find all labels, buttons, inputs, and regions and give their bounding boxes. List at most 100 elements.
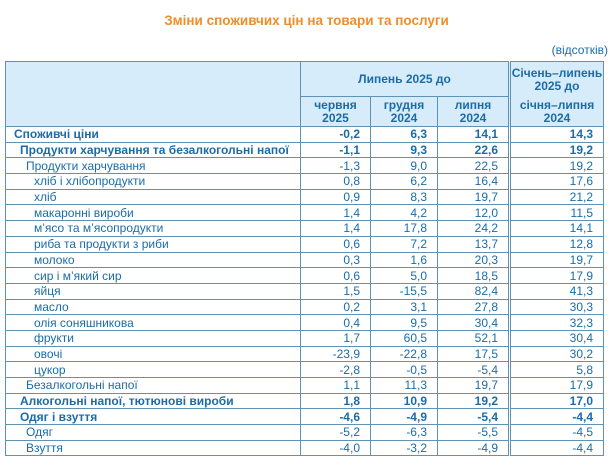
- value-cell: -5,2: [300, 424, 371, 441]
- table-row: Споживчі ціни -0,2 6,3 14,1 14,3: [5, 126, 605, 143]
- value-cell: -4,4: [508, 408, 605, 426]
- header-jan-july-sub: січня–липня 2024: [519, 97, 595, 125]
- table-row: Безалкогольні напої 1,1 11,3 19,7 17,9: [5, 377, 605, 394]
- row-label: Одяг і взуття: [5, 408, 301, 426]
- consumer-price-table: Липень 2025 до Січень–липень 2025 до січ…: [5, 60, 605, 457]
- value-cell: 1,6: [370, 251, 438, 269]
- row-label: овочі: [5, 345, 301, 363]
- value-cell: 11,3: [370, 377, 438, 394]
- header-group-july-2025: Липень 2025 до: [299, 60, 511, 98]
- row-label: Одяг: [5, 424, 301, 441]
- header-jan-july-label: Січень–липень 2025 до: [511, 65, 603, 93]
- row-label: сир і м’який сир: [5, 267, 301, 284]
- value-cell: 10,9: [370, 392, 438, 410]
- value-cell: 52,1: [436, 329, 511, 347]
- row-label: Продукти харчування та безалкогольні нап…: [5, 141, 301, 159]
- row-label: масло: [5, 298, 301, 316]
- value-cell: 30,4: [508, 329, 605, 347]
- value-cell: 19,2: [508, 157, 605, 175]
- value-cell: 13,7: [436, 235, 511, 253]
- table-row: хліб і хлібопродукти 0,8 6,2 16,4 17,6: [5, 173, 605, 190]
- table-row: олія соняшникова 0,4 9,5 30,4 32,3: [5, 314, 605, 331]
- header-vs-dec-2024: грудня 2024: [370, 96, 438, 127]
- value-cell: -2,8: [300, 361, 371, 378]
- row-label: Продукти харчування: [5, 157, 301, 175]
- row-label: Безалкогольні напої: [5, 377, 301, 394]
- value-cell: 16,4: [436, 173, 511, 190]
- value-cell: -5,5: [436, 424, 511, 441]
- value-cell: 1,4: [300, 220, 371, 237]
- value-cell: -0,5: [370, 361, 438, 378]
- table-row: хліб 0,9 8,3 19,7 21,2: [5, 188, 605, 206]
- row-label: м’ясо та м’ясопродукти: [5, 220, 301, 237]
- value-cell: 30,2: [508, 345, 605, 363]
- header-vs-july-2024: липня 2024: [436, 96, 511, 127]
- value-cell: 22,6: [436, 141, 511, 159]
- value-cell: -15,5: [370, 282, 438, 300]
- value-cell: 1,4: [300, 204, 371, 222]
- value-cell: 4,2: [370, 204, 438, 222]
- value-cell: 30,3: [508, 298, 605, 316]
- table-row: овочі -23,9 -22,8 17,5 30,2: [5, 345, 605, 363]
- value-cell: 7,2: [370, 235, 438, 253]
- value-cell: 0,4: [300, 314, 371, 331]
- row-label: молоко: [5, 251, 301, 269]
- row-label: Споживчі ціни: [5, 126, 301, 143]
- value-cell: 17,8: [370, 220, 438, 237]
- value-cell: 9,3: [370, 141, 438, 159]
- value-cell: 27,8: [436, 298, 511, 316]
- header-group-jan-july-2025: Січень–липень 2025 до січня–липня 2024: [508, 61, 605, 127]
- table-row: риба та продукти з риби 0,6 7,2 13,7 12,8: [5, 235, 605, 253]
- row-label: цукор: [5, 361, 301, 378]
- table-header: Липень 2025 до Січень–липень 2025 до січ…: [5, 60, 605, 127]
- table-row: Взуття -4,0 -3,2 -4,9 -4,4: [5, 439, 605, 457]
- table-row: молоко 0,3 1,6 20,3 19,7: [5, 251, 605, 269]
- value-cell: 41,3: [508, 282, 605, 300]
- value-cell: 17,6: [508, 173, 605, 190]
- value-cell: 17,9: [508, 267, 605, 284]
- value-cell: 22,5: [436, 157, 511, 175]
- value-cell: 0,6: [300, 235, 371, 253]
- value-cell: 24,2: [436, 220, 511, 237]
- value-cell: 0,6: [300, 267, 371, 284]
- value-cell: -5,4: [436, 361, 511, 378]
- value-cell: 5,8: [508, 361, 605, 378]
- table-row: м’ясо та м’ясопродукти 1,4 17,8 24,2 14,1: [5, 220, 605, 237]
- value-cell: 82,4: [436, 282, 511, 300]
- value-cell: 19,7: [436, 377, 511, 394]
- table-row: Одяг і взуття -4,6 -4,9 -5,4 -4,4: [5, 408, 605, 426]
- value-cell: -4,5: [508, 424, 605, 441]
- value-cell: 19,2: [508, 141, 605, 159]
- row-label: хліб і хлібопродукти: [5, 173, 301, 190]
- value-cell: -0,2: [300, 126, 371, 143]
- table-row: фрукти 1,7 60,5 52,1 30,4: [5, 329, 605, 347]
- value-cell: -5,4: [436, 408, 511, 426]
- value-cell: -4,6: [300, 408, 371, 426]
- row-label: Алкогольні напої, тютюнові вироби: [5, 392, 301, 410]
- value-cell: 60,5: [370, 329, 438, 347]
- row-label: хліб: [5, 188, 301, 206]
- table-row: Одяг -5,2 -6,3 -5,5 -4,5: [5, 424, 605, 441]
- value-cell: 12,0: [436, 204, 511, 222]
- value-cell: 21,2: [508, 188, 605, 206]
- value-cell: 30,4: [436, 314, 511, 331]
- value-cell: -1,3: [300, 157, 371, 175]
- header-empty-cell: [5, 61, 301, 127]
- row-label: макаронні вироби: [5, 204, 301, 222]
- value-cell: 8,3: [370, 188, 438, 206]
- value-cell: 19,2: [436, 392, 511, 410]
- value-cell: -3,2: [370, 439, 438, 457]
- table-body: Споживчі ціни -0,2 6,3 14,1 14,3 Продукти хар…: [5, 126, 605, 457]
- value-cell: 12,8: [508, 235, 605, 253]
- value-cell: 14,1: [436, 126, 511, 143]
- value-cell: 18,5: [436, 267, 511, 284]
- value-cell: 1,5: [300, 282, 371, 300]
- value-cell: 1,1: [300, 377, 371, 394]
- value-cell: 17,5: [436, 345, 511, 363]
- value-cell: 32,3: [508, 314, 605, 331]
- table-row: Продукти харчування та безалкогольні нап…: [5, 141, 605, 159]
- value-cell: -4,0: [300, 439, 371, 457]
- value-cell: 20,3: [436, 251, 511, 269]
- value-cell: 0,9: [300, 188, 371, 206]
- value-cell: -6,3: [370, 424, 438, 441]
